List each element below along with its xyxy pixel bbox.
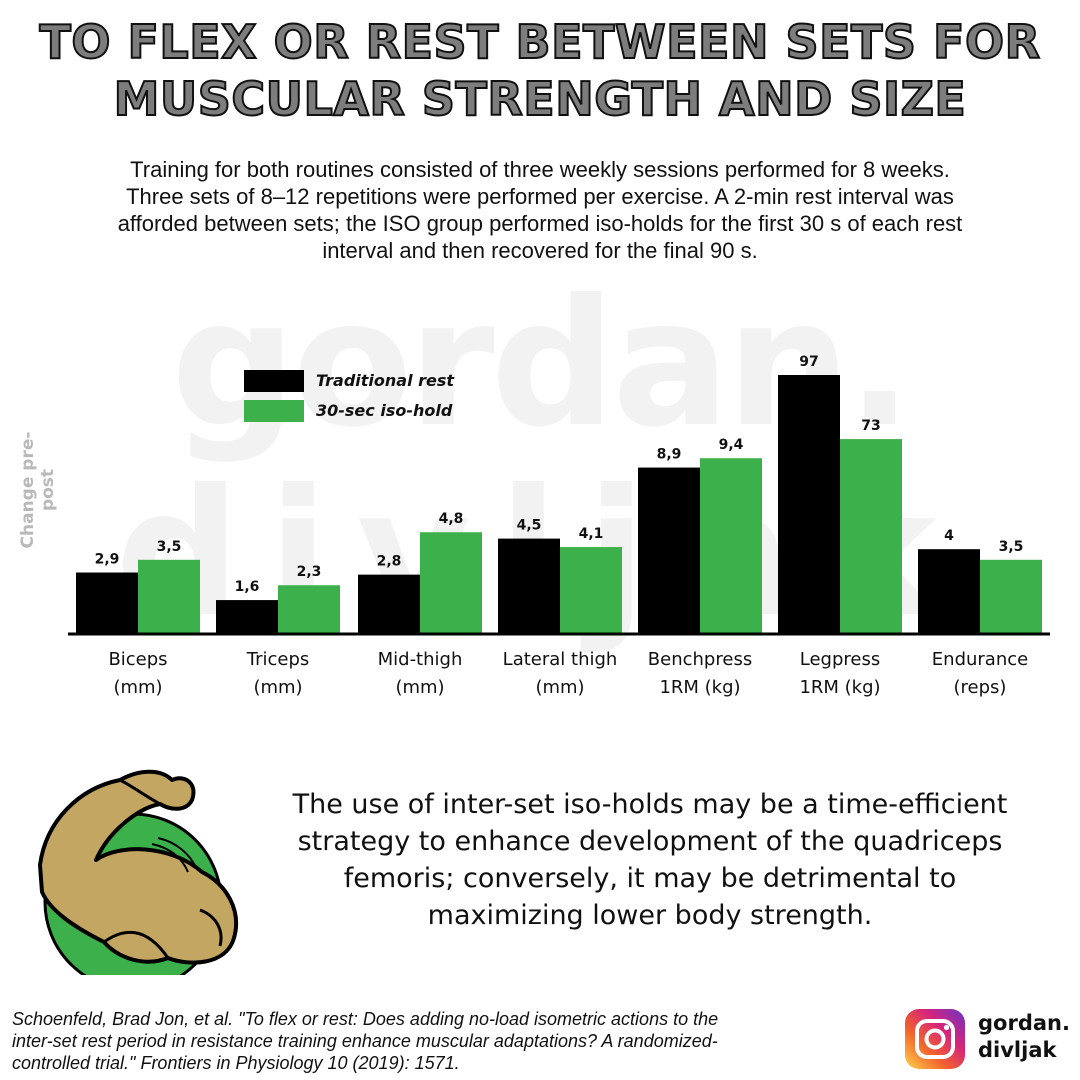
data-label-traditional-2: 2,8 xyxy=(377,554,402,570)
conclusion-line-1: The use of inter-set iso-holds may be a … xyxy=(292,789,1008,820)
conclusion-text: The use of inter-set iso-holds may be a … xyxy=(255,786,1045,934)
intro-line-3: afforded between sets; the ISO group per… xyxy=(117,211,963,236)
data-label-traditional-4: 8,9 xyxy=(657,447,682,463)
title-line-1: TO FLEX OR REST BETWEEN SETS FOR xyxy=(38,14,1041,70)
bar-traditional-0 xyxy=(76,572,138,634)
conclusion-line-2: strategy to enhance development of the q… xyxy=(297,826,1003,857)
category-label-0-0: Biceps xyxy=(108,649,167,670)
flexed-bicep-icon xyxy=(38,769,239,975)
data-label-isohold-6: 3,5 xyxy=(999,539,1024,555)
bar-traditional-2 xyxy=(358,574,420,634)
category-label-1-0: Triceps xyxy=(246,649,310,670)
page-title: TO FLEX OR REST BETWEEN SETS FOR MUSCULA… xyxy=(0,14,1080,128)
conclusion-line-4: maximizing lower body strength. xyxy=(427,900,873,931)
data-label-traditional-0: 2,9 xyxy=(95,552,120,568)
category-label-4-0: Benchpress xyxy=(648,649,752,670)
bar-traditional-1 xyxy=(216,600,278,634)
data-label-isohold-5: 73 xyxy=(861,418,880,434)
data-label-traditional-1: 1,6 xyxy=(235,579,260,595)
category-label-3-0: Lateral thigh xyxy=(503,649,618,670)
bar-isohold-1 xyxy=(278,585,340,634)
bar-traditional-3 xyxy=(498,538,560,634)
legend-swatch-1 xyxy=(244,400,304,422)
citation: Schoenfeld, Brad Jon, et al. "To flex or… xyxy=(12,1008,872,1074)
data-label-traditional-5: 97 xyxy=(799,354,818,370)
bar-traditional-4 xyxy=(638,467,700,634)
legend-swatch-0 xyxy=(244,370,304,392)
data-label-traditional-6: 4 xyxy=(944,528,954,544)
data-label-isohold-4: 9,4 xyxy=(719,437,744,453)
category-label-2-1: (mm) xyxy=(395,677,444,698)
category-label-0-1: (mm) xyxy=(113,677,162,698)
category-label-2-0: Mid-thigh xyxy=(378,649,463,670)
data-label-isohold-0: 3,5 xyxy=(157,539,182,555)
bar-isohold-4 xyxy=(700,458,762,634)
bar-isohold-0 xyxy=(138,559,200,634)
bar-traditional-5 xyxy=(778,375,840,634)
intro-line-4: interval and then recovered for the fina… xyxy=(322,238,758,263)
data-label-traditional-3: 4,5 xyxy=(517,518,542,534)
conclusion-line-3: femoris; conversely, it may be detriment… xyxy=(343,863,957,894)
bar-isohold-6 xyxy=(980,559,1042,634)
category-label-3-1: (mm) xyxy=(535,677,584,698)
category-label-4-1: 1RM (kg) xyxy=(659,677,740,698)
category-label-6-1: (reps) xyxy=(954,677,1007,698)
data-label-isohold-1: 2,3 xyxy=(297,564,322,580)
citation-line-1: Schoenfeld, Brad Jon, et al. "To flex or… xyxy=(12,1009,719,1029)
intro-line-2: Three sets of 8–12 repetitions were perf… xyxy=(126,184,954,209)
bar-isohold-2 xyxy=(420,532,482,634)
instagram-handle[interactable]: gordan. divljak xyxy=(978,1010,1070,1064)
citation-line-3: controlled trial." Frontiers in Physiolo… xyxy=(12,1053,460,1073)
category-label-1-1: (mm) xyxy=(253,677,302,698)
category-label-5-1: 1RM (kg) xyxy=(799,677,880,698)
handle-line-2: divljak xyxy=(978,1038,1057,1062)
intro-text: Training for both routines consisted of … xyxy=(40,156,1040,264)
instagram-icon[interactable] xyxy=(905,1009,965,1069)
legend-label-0: Traditional rest xyxy=(316,371,455,390)
title-line-2: MUSCULAR STRENGTH AND SIZE xyxy=(113,71,967,127)
handle-line-1: gordan. xyxy=(978,1011,1070,1035)
bar-isohold-5 xyxy=(840,439,902,634)
bar-chart: 2,9 3,5 Biceps (mm) 1,6 2,3 Triceps (mm) 2,8 4,8 M… xyxy=(68,354,1050,698)
category-label-5-0: Legpress xyxy=(800,649,880,670)
category-label-6-0: Endurance xyxy=(932,649,1028,670)
data-label-isohold-2: 4,8 xyxy=(439,511,464,527)
intro-line-1: Training for both routines consisted of … xyxy=(130,157,950,182)
legend-label-1: 30-sec iso-hold xyxy=(316,401,453,420)
bar-traditional-6 xyxy=(918,549,980,634)
data-label-isohold-3: 4,1 xyxy=(579,526,604,542)
bar-isohold-3 xyxy=(560,547,622,634)
citation-line-2: inter-set rest period in resistance trai… xyxy=(12,1031,718,1051)
